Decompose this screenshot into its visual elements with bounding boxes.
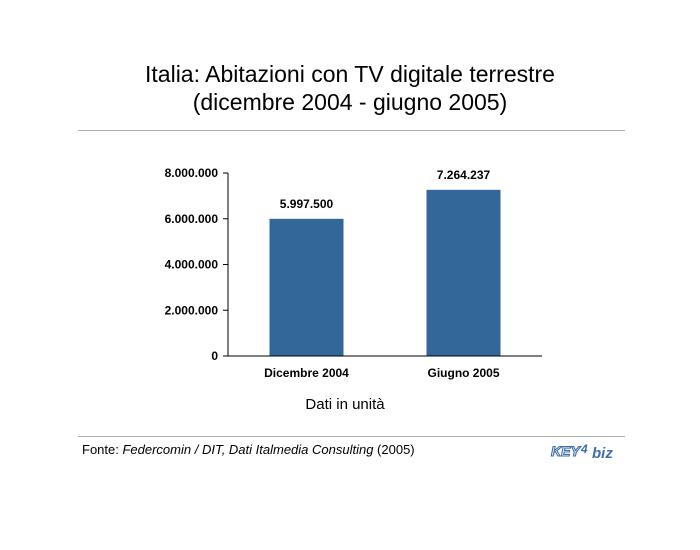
source-note: Fonte: Federcomin / DIT, Dati Italmedia … [82, 442, 415, 457]
y-tick-label: 4.000.000 [165, 258, 219, 272]
logo-key-text: KEY [551, 443, 581, 459]
source-suffix: (2005) [373, 442, 415, 457]
bar-value-label: 5.997.500 [280, 197, 334, 211]
y-tick-label: 8.000.000 [165, 166, 219, 180]
page-title: Italia: Abitazioni con TV digitale terre… [0, 60, 700, 116]
y-tick-label: 6.000.000 [165, 212, 219, 226]
y-tick-label: 0 [211, 349, 218, 363]
source-italic: Federcomin / DIT, Dati Italmedia Consult… [122, 442, 374, 457]
key4biz-logo: KEY 4 biz [550, 442, 613, 462]
title-line-2: (dicembre 2004 - giugno 2005) [192, 89, 508, 115]
x-tick-label: Giugno 2005 [427, 366, 499, 380]
source-prefix: Fonte: [82, 442, 123, 457]
x-tick-label: Dicembre 2004 [264, 366, 349, 380]
bar [426, 189, 501, 356]
x-axis-label: Dati in unità [305, 396, 385, 413]
bar-value-label: 7.264.237 [437, 168, 491, 182]
logo-biz-text: biz [592, 445, 613, 462]
bottom-divider [78, 436, 625, 437]
bar [269, 218, 344, 356]
logo-four-text: 4 [580, 442, 588, 456]
top-divider [78, 130, 625, 131]
title-line-1: Italia: Abitazioni con TV digitale terre… [145, 61, 555, 87]
y-axis-ticks: 0 2.000.000 4.000.000 6.000.000 8.000.000 [165, 166, 228, 363]
y-tick-label: 2.000.000 [165, 303, 219, 317]
bars: 5.997.500 Dicembre 2004 7.264.237 Giugno 20… [264, 168, 501, 380]
